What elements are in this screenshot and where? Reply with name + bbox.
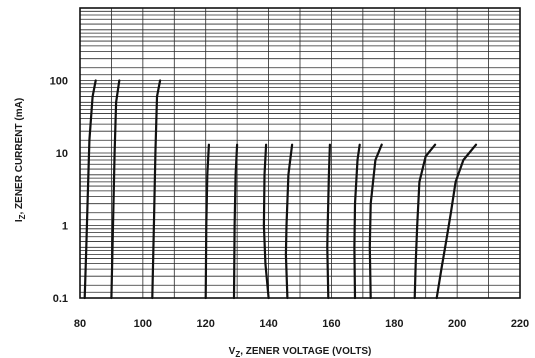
zener-curve-9 <box>353 143 361 300</box>
x-tick-label: 180 <box>385 318 403 330</box>
y-tick-labels: 0.1 1 10 100 <box>50 76 68 306</box>
y-tick-label: 1 <box>62 221 68 233</box>
zener-curve-3 <box>151 79 162 300</box>
zener-curve-4 <box>204 143 210 300</box>
zener-curve-8 <box>326 143 331 300</box>
y-tick-label: 100 <box>50 76 68 88</box>
zener-curves <box>83 79 478 300</box>
x-axis-label: VZ, ZENER VOLTAGE (VOLTS) <box>229 346 372 358</box>
plot-frame <box>79 7 521 299</box>
x-tick-label: 220 <box>511 318 529 330</box>
zener-curve-10 <box>368 143 383 300</box>
x-tick-label: 80 <box>74 318 86 330</box>
zener-curve-5 <box>232 143 239 300</box>
zener-curve-11 <box>413 143 437 300</box>
zener-curve-7 <box>284 143 294 300</box>
x-tick-label: 120 <box>197 318 215 330</box>
x-tick-labels: 80 100 120 140 160 180 200 220 <box>74 318 529 330</box>
y-tick-label: 0.1 <box>53 293 68 305</box>
x-tick-label: 160 <box>322 318 340 330</box>
x-tick-label: 200 <box>448 318 466 330</box>
x-tick-label: 100 <box>134 318 152 330</box>
zener-curve-12 <box>435 143 478 300</box>
zener-curve-2 <box>110 79 121 300</box>
zener-curve-1 <box>83 79 97 300</box>
y-axis-label: IZ, ZENER CURRENT (mA) <box>14 98 27 222</box>
zener-curve-6 <box>262 143 270 300</box>
grid-lines <box>79 8 521 299</box>
x-tick-label: 140 <box>259 318 277 330</box>
y-tick-label: 10 <box>56 148 68 160</box>
